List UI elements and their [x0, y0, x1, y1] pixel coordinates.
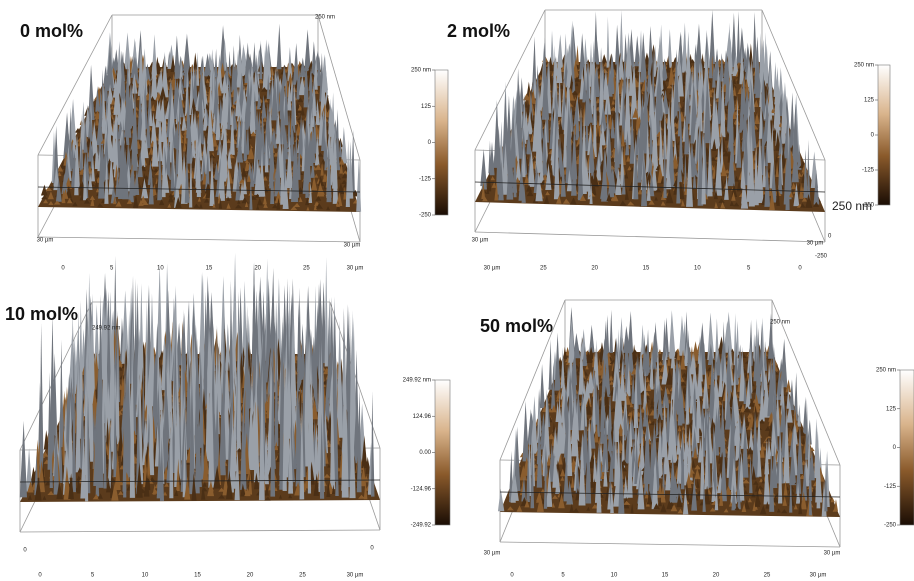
- colorbar-label: 250 nm: [854, 63, 874, 69]
- box-edge: [20, 530, 380, 532]
- surface-spike: [371, 391, 374, 497]
- x-axis-label: 0: [61, 266, 65, 272]
- colorbar-label: 249.92 nm: [403, 378, 431, 384]
- panel-title: 10 mol%: [5, 304, 78, 324]
- surface-spike: [602, 54, 608, 63]
- x-axis-label: 0: [38, 573, 42, 579]
- surface-spike: [20, 421, 27, 497]
- x-axis-label: 25: [303, 266, 310, 272]
- x-axis-label: 0: [798, 266, 802, 272]
- x-axis-label: 5: [110, 266, 114, 272]
- x-axis-label: 10: [694, 266, 701, 272]
- panel-title: 0 mol%: [20, 21, 83, 41]
- x-axis-label: 20: [247, 573, 254, 579]
- surface-spike: [576, 45, 579, 65]
- surface-spike: [540, 364, 545, 408]
- left-axis-label: 30 µm: [472, 238, 489, 244]
- surface-spike: [200, 56, 205, 76]
- surface-spike: [589, 325, 594, 353]
- afm-panel: 2 mol% 250 nm 0 -250 30 µm 30 µm 30 µm 25 20 15 10…: [447, 10, 890, 272]
- colorbar-label: -125: [862, 168, 875, 174]
- right-axis-label: 0: [370, 546, 374, 552]
- colorbar-label: 0: [428, 140, 432, 146]
- surface-spike: [277, 24, 282, 70]
- surface-spike: [794, 372, 798, 421]
- surface-spike: [568, 319, 575, 363]
- left-axis-label: 30 µm: [37, 238, 54, 244]
- colorbar-label: 124.96: [413, 414, 432, 420]
- z-axis-label: -250: [815, 254, 828, 260]
- x-axis-label: 30 µm: [347, 266, 364, 272]
- surface-spike: [607, 17, 610, 68]
- colorbar-label: 125: [421, 104, 432, 110]
- surface-spike: [658, 349, 661, 354]
- afm-panel: 10 mol% 249.92 nm 0 0 0 5 10 15 20 25 30 µm 249.92 …: [5, 253, 450, 579]
- panel-title: 2 mol%: [447, 21, 510, 41]
- x-axis-label: 15: [643, 266, 650, 272]
- x-axis-label: 20: [591, 266, 598, 272]
- colorbar-label: 250 nm: [411, 68, 431, 74]
- z-top-label: 249.92 nm: [92, 326, 120, 332]
- surface-spike: [682, 23, 687, 73]
- x-axis-label: 15: [206, 266, 213, 272]
- x-axis-label: 30 µm: [484, 266, 501, 272]
- colorbar-label: -249.92: [411, 523, 432, 529]
- x-axis-label: 5: [747, 266, 751, 272]
- x-axis-label: 25: [299, 573, 306, 579]
- surface-spike: [304, 29, 311, 71]
- surface-spike: [609, 310, 613, 353]
- z-axis-label: 0: [828, 234, 832, 240]
- box-edge: [475, 232, 825, 242]
- z-top-label: 250 nm: [315, 15, 335, 21]
- box-edge: [500, 542, 840, 547]
- surface-spike: [709, 10, 714, 64]
- colorbar: [435, 380, 450, 525]
- colorbar-label: -125: [419, 176, 432, 182]
- x-axis-label: 5: [91, 573, 95, 579]
- x-axis-label: 15: [194, 573, 201, 579]
- colorbar-label: 0.00: [419, 450, 431, 456]
- colorbar-label: -250: [419, 213, 432, 219]
- box-edge: [38, 237, 360, 242]
- colorbar-label: 0: [871, 133, 875, 139]
- colorbar-label: 125: [864, 98, 875, 104]
- x-axis-label: 25: [540, 266, 547, 272]
- surface-spike: [325, 257, 329, 366]
- left-axis-label: 0: [23, 548, 27, 554]
- x-axis-label: 30 µm: [347, 573, 364, 579]
- colorbar: [435, 70, 448, 215]
- surface-spike: [228, 51, 231, 76]
- right-axis-label: 30 µm: [807, 241, 824, 247]
- colorbar: [878, 65, 890, 205]
- colorbar-label: -250: [862, 203, 875, 209]
- afm-panel: 50 mol%250 nm30 µm30 µm051015202530 µm25…: [480, 300, 914, 579]
- afm-panel: 0 mol% 250 nm 30 µm 30 µm 0 5 10 15 20 25 30 µm 250…: [20, 15, 448, 272]
- right-axis-label: 30 µm: [344, 243, 361, 249]
- x-axis-label: 10: [157, 266, 164, 272]
- surface-spike: [549, 339, 552, 389]
- x-axis-label: 20: [254, 266, 261, 272]
- colorbar-label: -124.96: [411, 486, 432, 492]
- x-axis-label: 10: [142, 573, 149, 579]
